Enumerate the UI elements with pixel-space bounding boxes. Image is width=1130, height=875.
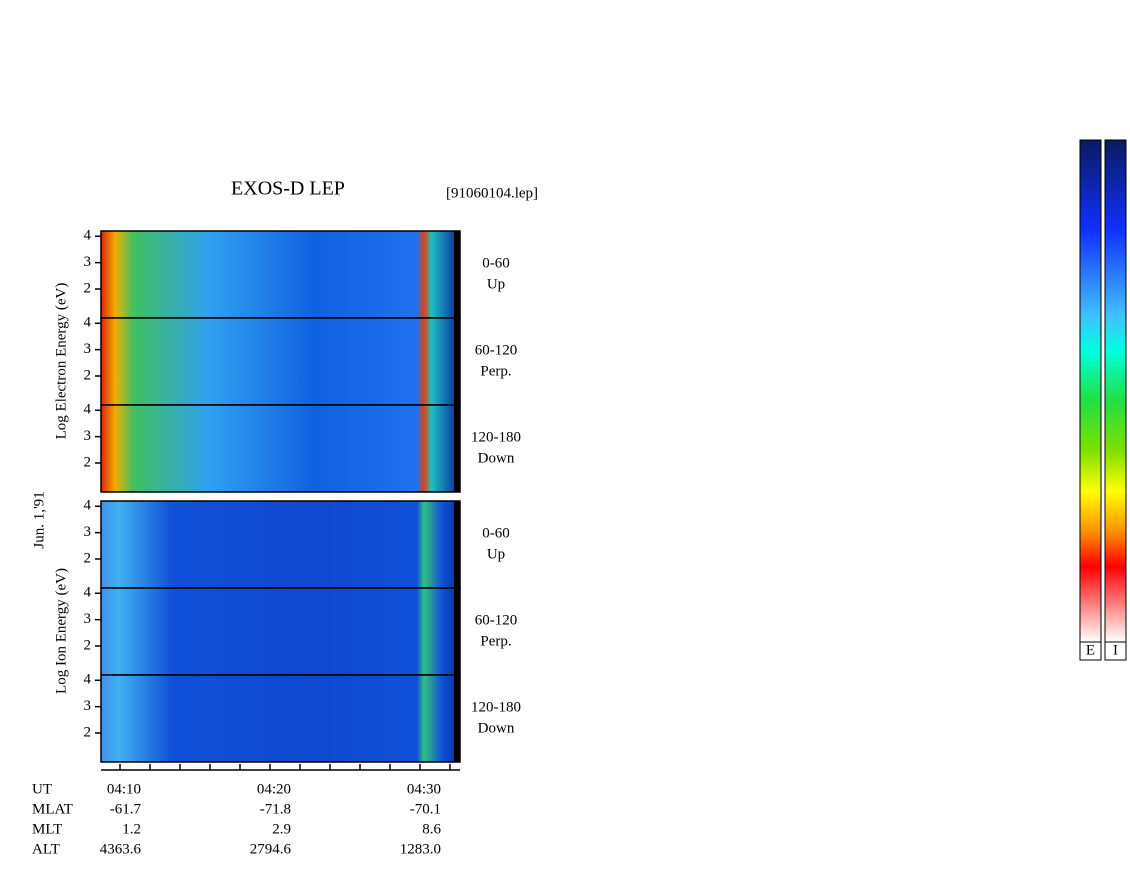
data-edge [454,588,460,675]
panel-direction: Down [478,720,515,736]
orbit-value: 2794.6 [250,841,292,857]
y-tick-label: 2 [84,280,92,296]
file-label: [91060104.lep] [446,185,538,201]
panel-direction: Up [487,546,505,562]
data-edge [454,501,460,588]
orbit-row-name: ALT [32,841,60,857]
y-axis-label: Log Ion Energy (eV) [53,568,69,694]
y-tick-label: 2 [84,454,92,470]
panel-direction: Perp. [480,363,511,379]
orbit-value: 4363.6 [100,841,142,857]
y-tick-label: 2 [84,724,92,740]
y-axis-label: Log Electron Energy (eV) [53,283,69,440]
colorbar-label-box [1079,641,1102,661]
panel-angle: 0-60 [482,525,510,541]
orbit-value: -71.8 [260,801,291,817]
y-tick-label: 4 [84,585,92,601]
y-tick-label: 4 [84,228,92,244]
panel-angle: 0-60 [482,255,510,271]
y-tick-label: 3 [84,254,92,270]
y-tick-label: 3 [84,611,92,627]
data-edge [454,405,460,492]
panel-direction: Down [478,450,515,466]
colorbar-label-box [1104,641,1127,661]
y-tick-label: 2 [84,367,92,383]
spectrogram [101,501,460,588]
y-tick-label: 3 [84,698,92,714]
orbit-value: -61.7 [110,801,142,817]
orbit-value: 1283.0 [400,841,441,857]
y-tick-label: 3 [84,428,92,444]
panel-frame [100,404,461,493]
panel-direction: Up [487,276,505,292]
y-tick-label: 3 [84,524,92,540]
panel-frame [100,674,461,763]
data-edge [454,318,460,405]
orbit-value: 04:20 [257,781,291,797]
spectrogram [101,588,460,675]
y-tick-label: 4 [84,498,92,514]
orbit-value: 04:30 [407,781,441,797]
y-tick-label: 4 [84,402,92,418]
panel-angle: 60-120 [475,342,518,358]
y-tick-label: 3 [84,341,92,357]
date-label: Jun. 1,'91 [31,491,47,548]
panel-angle: 120-180 [471,699,521,715]
data-edge [454,675,460,762]
orbit-value: 8.6 [422,821,441,837]
spectrogram [101,231,460,318]
orbit-row-name: MLAT [32,801,73,817]
y-tick-label: 4 [84,672,92,688]
orbit-value: 04:10 [107,781,141,797]
y-tick-label: 2 [84,550,92,566]
orbit-value: 2.9 [272,821,291,837]
colorbar-label: E [1086,642,1095,658]
orbit-row-name: MLT [32,821,62,837]
orbit-row-name: UT [32,781,52,797]
chart-title: EXOS-D LEP [231,178,345,200]
panel-direction: Perp. [480,633,511,649]
spectrogram [101,675,460,762]
colorbar-label: I [1113,642,1118,658]
colorbar [1079,139,1102,643]
colorbar [1104,139,1127,643]
orbit-value: -70.1 [410,801,441,817]
spectrogram [101,318,460,405]
data-edge [454,231,460,318]
spectrogram [101,405,460,492]
panel-angle: 120-180 [471,429,521,445]
orbit-value: 1.2 [122,821,141,837]
y-tick-label: 2 [84,637,92,653]
y-tick-label: 4 [84,315,92,331]
panel-angle: 60-120 [475,612,518,628]
